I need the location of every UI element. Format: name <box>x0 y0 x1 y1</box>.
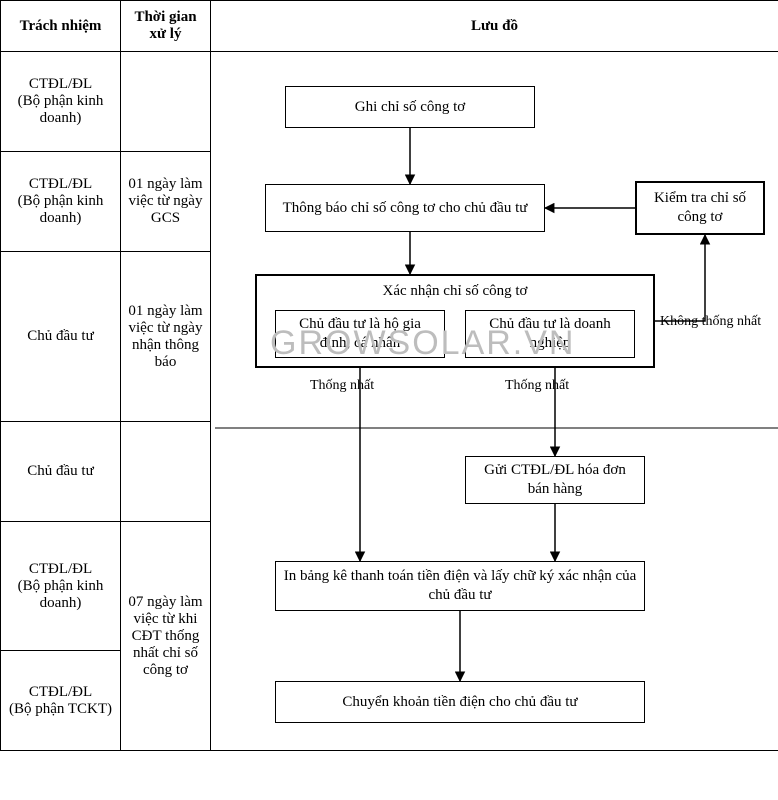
responsibility-cell: CTĐL/ĐL (Bộ phận kinh doanh) <box>1 152 121 252</box>
time-cell: 01 ngày làm việc từ ngày GCS <box>121 152 211 252</box>
responsibility-cell: Chủ đầu tư <box>1 252 121 422</box>
responsibility-cell: CTĐL/ĐL (Bộ phận kinh doanh) <box>1 522 121 651</box>
flow-node-n2b: Kiểm tra chỉ số công tơ <box>635 181 765 235</box>
time-cell: 07 ngày làm việc từ khi CĐT thống nhất c… <box>121 522 211 751</box>
header-flow: Lưu đồ <box>211 1 778 52</box>
flow-node-n6: Chuyển khoản tiền điện cho chủ đầu tư <box>275 681 645 723</box>
time-cell <box>121 52 211 152</box>
time-cell: 01 ngày làm việc từ ngày nhận thông báo <box>121 252 211 422</box>
flow-node-n1: Ghi chỉ số công tơ <box>285 86 535 128</box>
flow-edge <box>655 235 705 321</box>
edge-label-thong-nhat-b: Thống nhất <box>505 378 569 394</box>
table-header-row: Trách nhiệm Thời gian xử lý Lưu đồ <box>1 1 778 52</box>
flow-node-n5: In bảng kê thanh toán tiền điện và lấy c… <box>275 561 645 611</box>
flowchart-cell: Xác nhận chỉ số công tơ Ghi chỉ số công t… <box>211 52 778 751</box>
flow-node-n4: Gửi CTĐL/ĐL hóa đơn bán hàng <box>465 456 645 504</box>
header-responsibility: Trách nhiệm <box>1 1 121 52</box>
flow-node-n2: Thông báo chỉ số công tơ cho chủ đầu tư <box>265 184 545 232</box>
edge-label-khong-thong-nhat: Không thống nhất <box>660 314 761 330</box>
flow-edges-svg <box>215 56 778 746</box>
header-time: Thời gian xử lý <box>121 1 211 52</box>
flow-node-n3b: Chủ đầu tư là doanh nghiệp <box>465 310 635 358</box>
edge-label-thong-nhat-a: Thống nhất <box>310 378 374 394</box>
flow-node-n3-title: Xác nhận chỉ số công tơ <box>265 282 645 301</box>
time-cell <box>121 422 211 522</box>
process-table: Trách nhiệm Thời gian xử lý Lưu đồ CTĐL/… <box>0 0 778 751</box>
table-row: CTĐL/ĐL (Bộ phận kinh doanh)Xác nhận chỉ… <box>1 52 778 152</box>
responsibility-cell: Chủ đầu tư <box>1 422 121 522</box>
responsibility-cell: CTĐL/ĐL (Bộ phận TCKT) <box>1 651 121 751</box>
flow-node-n3a: Chủ đầu tư là hộ gia đình, cá nhân <box>275 310 445 358</box>
responsibility-cell: CTĐL/ĐL (Bộ phận kinh doanh) <box>1 52 121 152</box>
